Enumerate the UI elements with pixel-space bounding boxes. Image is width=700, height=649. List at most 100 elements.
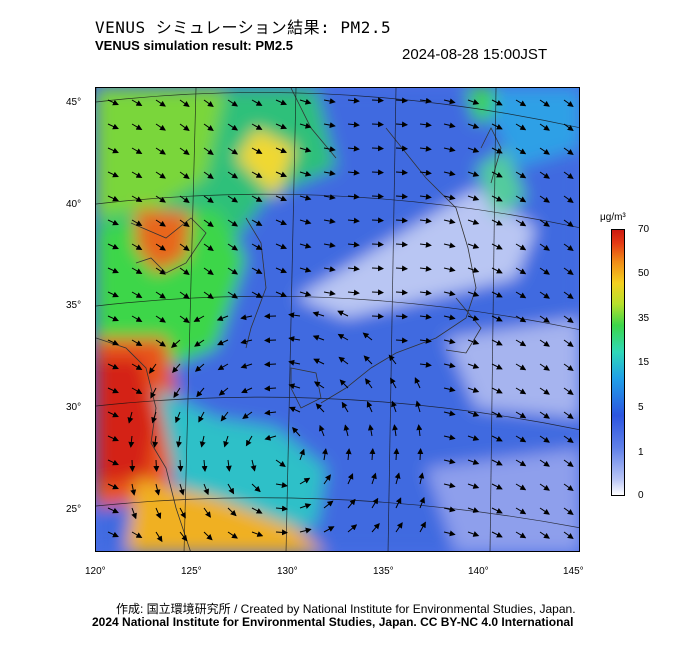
wind-arrow	[343, 424, 350, 437]
wind-arrow	[371, 522, 380, 533]
wind-arrow	[563, 339, 574, 347]
wind-arrow	[131, 99, 143, 107]
wind-arrow	[491, 531, 503, 538]
wind-arrow	[107, 483, 119, 490]
wind-arrow	[177, 459, 184, 472]
lat-label-25: 25°	[66, 504, 82, 515]
wind-arrow	[443, 506, 456, 513]
wind-arrow	[155, 291, 166, 299]
wind-arrow	[127, 411, 134, 424]
wind-arrow	[418, 472, 425, 485]
wind-arrow	[288, 359, 301, 366]
wind-arrow	[227, 291, 239, 299]
wind-arrow	[371, 145, 384, 152]
wind-arrow	[491, 459, 503, 466]
wind-arrow	[194, 363, 205, 372]
wind-arrow	[371, 313, 384, 320]
wind-arrow	[515, 483, 527, 491]
wind-arrow	[299, 170, 312, 177]
wind-arrow	[443, 98, 456, 105]
wind-arrow	[227, 123, 239, 131]
credit-line: 作成: 国立環境研究所 / Created by National Instit…	[116, 602, 576, 616]
wind-arrow	[491, 195, 503, 202]
wind-arrow	[467, 315, 480, 321]
wind-arrow	[347, 289, 360, 296]
wind-arrow	[395, 169, 408, 176]
wind-arrow	[179, 507, 186, 519]
wind-arrow	[131, 387, 143, 395]
lat-label-35: 35°	[66, 300, 82, 311]
wind-arrow	[227, 147, 239, 155]
wind-arrow	[443, 386, 456, 393]
colorbar-tick-0: 0	[638, 490, 644, 501]
wind-arrow	[203, 99, 214, 107]
wind-arrow	[225, 459, 232, 472]
wind-arrow	[371, 497, 379, 509]
wind-arrow	[539, 387, 550, 395]
wind-arrow	[264, 337, 277, 344]
wind-arrow	[323, 194, 336, 201]
wind-arrow	[347, 498, 356, 509]
wind-arrow	[203, 219, 214, 227]
wind-arrow	[275, 482, 288, 488]
wind-arrow	[347, 241, 360, 248]
wind-arrow	[172, 363, 181, 374]
wind-arrow	[371, 169, 384, 176]
wind-arrow	[251, 483, 261, 493]
wind-arrow	[155, 219, 166, 227]
wind-arrow	[107, 387, 119, 394]
wind-arrow	[198, 411, 205, 423]
wind-arrow	[275, 267, 288, 274]
wind-arrow	[275, 99, 288, 106]
wind-arrow	[107, 171, 119, 178]
wind-arrow	[251, 291, 263, 298]
wind-arrow	[299, 503, 312, 509]
wind-arrow	[515, 219, 527, 227]
wind-arrow	[419, 289, 432, 296]
wind-arrow	[563, 387, 574, 395]
wind-arrow	[539, 123, 550, 131]
wind-arrow	[467, 435, 480, 441]
wind-arrow	[155, 315, 166, 323]
wind-arrow	[467, 531, 480, 537]
wind-arrow	[155, 123, 166, 131]
wind-arrow	[467, 171, 480, 177]
wind-arrow	[131, 123, 143, 131]
wind-arrow	[227, 507, 237, 517]
wind-arrow	[131, 243, 143, 251]
wind-arrow	[323, 500, 334, 509]
wind-arrow	[107, 315, 119, 322]
wind-arrow	[345, 448, 352, 461]
wind-arrow	[390, 377, 397, 389]
wind-arrow	[515, 99, 527, 107]
wind-arrow	[203, 291, 214, 299]
wind-arrow	[299, 122, 312, 129]
wind-arrow	[312, 335, 325, 341]
wind-arrow	[419, 313, 432, 320]
wind-arrow	[491, 291, 503, 298]
colorbar	[611, 229, 625, 496]
wind-arrow	[203, 531, 213, 541]
wind-arrow	[395, 145, 408, 152]
wind-arrow	[251, 195, 263, 202]
wind-arrow	[491, 219, 503, 226]
wind-arrow	[539, 99, 550, 107]
wind-arrow	[292, 427, 301, 437]
wind-arrow	[415, 400, 422, 413]
wind-arrow	[491, 483, 503, 490]
wind-arrow	[515, 147, 527, 155]
wind-arrow	[131, 171, 143, 179]
wind-arrow	[395, 241, 408, 248]
wind-arrow	[275, 171, 288, 178]
wind-arrow	[203, 195, 214, 203]
wind-arrow	[129, 459, 136, 472]
wind-arrow	[563, 483, 574, 491]
wind-arrow	[174, 411, 181, 424]
concentration-field	[96, 88, 579, 551]
wind-arrow	[193, 315, 205, 322]
wind-arrow	[419, 169, 432, 176]
wind-arrow	[395, 313, 408, 320]
wind-arrow	[347, 169, 360, 176]
wind-arrow	[223, 435, 229, 448]
wind-arrow	[419, 217, 432, 224]
